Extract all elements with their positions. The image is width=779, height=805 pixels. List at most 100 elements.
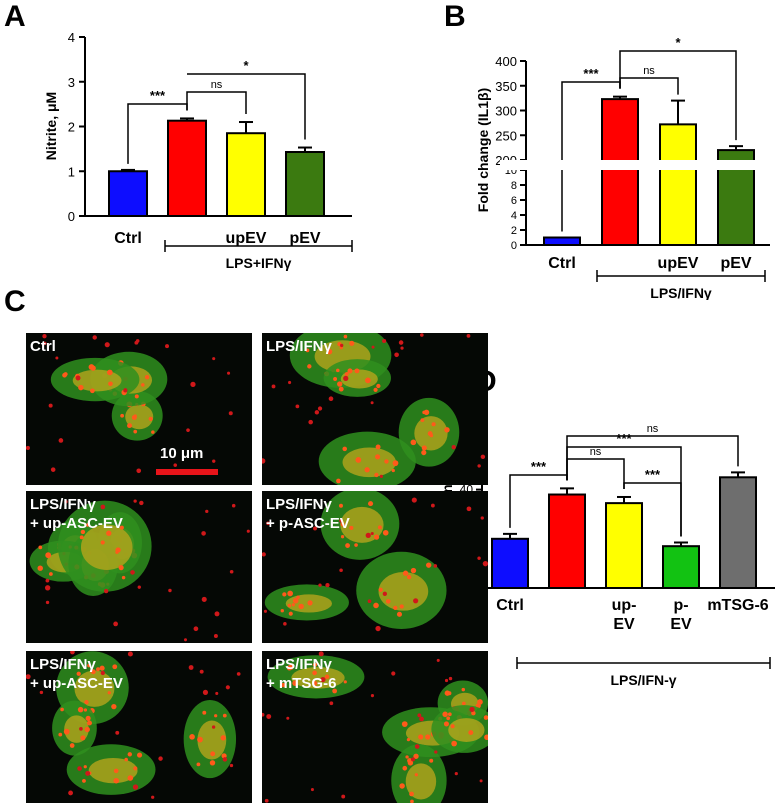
bead [318, 651, 324, 657]
bead [148, 416, 153, 422]
bead [377, 525, 382, 530]
y-tick-label: 0 [511, 240, 517, 252]
bead [461, 701, 466, 706]
bead [391, 671, 396, 676]
bead [371, 345, 375, 349]
x-tick-label: p- [673, 597, 688, 614]
bead [26, 674, 31, 680]
bead [262, 712, 265, 717]
bead [62, 372, 67, 378]
bead [113, 777, 120, 784]
bead [401, 721, 408, 727]
bead [48, 403, 53, 408]
bead [188, 665, 194, 670]
bead [287, 603, 292, 608]
bar [491, 537, 529, 590]
bead [124, 757, 128, 762]
bead [69, 743, 75, 748]
bead [220, 735, 226, 741]
bead [343, 375, 349, 382]
bead [378, 587, 383, 592]
bead [44, 585, 51, 591]
bead [468, 730, 474, 736]
bead [461, 687, 466, 692]
bead [313, 526, 317, 531]
chart-nitrite: 0 1 2 3 4 Ctrl upEV pEV *** ns * LPS+IFNγ Nitrite, μ… [43, 30, 353, 271]
x-tick-label: Ctrl [496, 597, 524, 614]
y-tick-label: 350 [495, 79, 517, 94]
bead [393, 605, 398, 611]
bead [213, 634, 218, 638]
significance-label: * [675, 35, 681, 50]
bead [345, 543, 351, 548]
y-tick-label: 6 [511, 195, 517, 207]
bead [429, 758, 434, 763]
bead [312, 662, 318, 668]
bead [158, 756, 163, 761]
bead [141, 383, 145, 387]
cell-core [197, 720, 227, 760]
bead [193, 626, 199, 632]
group-label: LPS+IFNγ [226, 255, 292, 271]
scale-bar-label: 10 μm [160, 445, 204, 462]
bead [37, 565, 43, 571]
bead [340, 343, 344, 348]
bead [382, 529, 389, 536]
bead [83, 708, 88, 712]
y-tick-label: 300 [495, 104, 517, 119]
bead [165, 344, 170, 349]
bead [189, 734, 195, 740]
bead [76, 671, 81, 676]
bead [375, 444, 381, 450]
bead [236, 672, 241, 676]
bead [231, 503, 236, 508]
x-tick-label: up- [612, 597, 637, 614]
bead [225, 685, 230, 690]
bead [151, 795, 155, 799]
fluorescence-image [262, 333, 488, 485]
bead [85, 770, 91, 776]
bead [354, 368, 360, 374]
bead [411, 497, 417, 503]
bead [103, 588, 109, 594]
bead [413, 598, 419, 604]
bead [78, 384, 84, 391]
bead [396, 611, 403, 617]
bead [133, 766, 138, 771]
bead [82, 779, 86, 783]
y-tick-label: 4 [511, 210, 517, 222]
bead [215, 691, 219, 695]
bead [375, 454, 381, 460]
bead [298, 603, 304, 610]
bead [451, 740, 457, 747]
group-label: LPS/IFNγ [650, 285, 712, 300]
bead [262, 458, 266, 464]
bead [446, 716, 451, 721]
bead [77, 706, 84, 713]
bead [391, 468, 395, 473]
fluorescence-image [26, 333, 252, 485]
bead [132, 784, 139, 790]
bead [115, 730, 120, 735]
bead [190, 381, 196, 387]
bead [112, 664, 118, 670]
bead [433, 564, 438, 568]
bar [548, 493, 586, 589]
bead [349, 525, 354, 530]
significance-label: *** [531, 459, 547, 474]
bead [447, 712, 452, 717]
bead [310, 788, 314, 792]
significance-bracket [566, 458, 625, 489]
bead [45, 600, 50, 605]
bead [420, 333, 424, 337]
bead [418, 734, 424, 740]
bead [436, 658, 440, 662]
bead [133, 499, 137, 503]
bead [136, 468, 142, 474]
bead [211, 725, 216, 729]
bead [407, 760, 414, 766]
micrograph-tile: LPS/IFNγ [262, 333, 488, 485]
bead [48, 572, 53, 576]
bar [108, 170, 148, 217]
bead [229, 763, 234, 768]
